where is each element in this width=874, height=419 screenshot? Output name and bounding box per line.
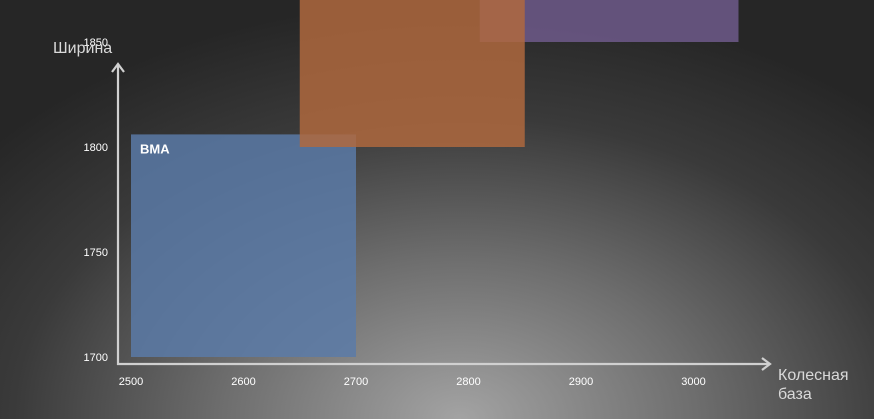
range-rect-cma [299,0,525,147]
x-tick-label: 2800 [456,376,480,388]
y-tick-label: 1700 [84,352,108,364]
y-tick-label: 1750 [84,247,108,259]
x-tick-label: 2900 [569,376,593,388]
x-axis-title-line: база [778,386,812,403]
y-axis-arrow [111,62,125,73]
y-axis-title: Ширина [53,40,112,57]
axis-titles-layer: Ширина Колесная база [53,40,849,403]
x-tick-label: 3000 [681,376,705,388]
axes-layer [111,62,772,371]
range-label-bma: BMA [140,141,170,156]
ticks-layer: 1700175018001850190019502500260027002800… [84,37,706,388]
x-axis-title-line: Колесная [778,367,849,384]
x-tick-label: 2600 [231,376,255,388]
x-axis-arrow [761,357,772,371]
range-rect-bma [131,134,356,357]
x-tick-label: 2700 [344,376,368,388]
y-tick-label: 1850 [84,37,108,49]
x-tick-label: 2500 [119,376,143,388]
rectangles-layer: BMASPACMA [131,0,739,357]
y-tick-label: 1800 [84,142,108,154]
